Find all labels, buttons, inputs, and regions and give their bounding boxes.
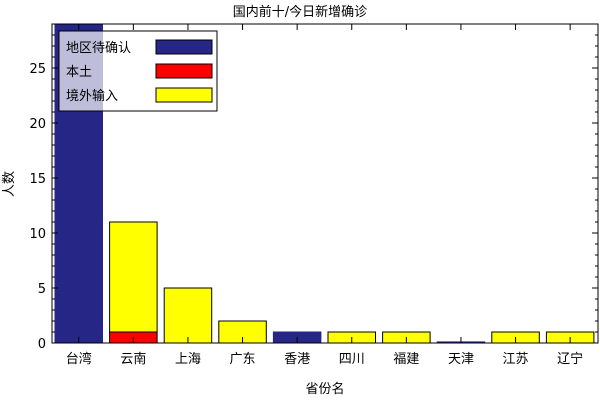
x-tick-label: 香港	[284, 352, 310, 367]
legend-swatch	[156, 40, 212, 54]
y-axis-label: 人数	[2, 171, 17, 197]
x-tick-label: 天津	[448, 352, 474, 367]
legend-swatch	[156, 64, 212, 78]
x-tick-label: 广东	[230, 352, 256, 367]
x-axis-label: 省份名	[305, 381, 344, 397]
y-tick-label: 10	[29, 227, 46, 242]
x-tick-label: 辽宁	[557, 351, 583, 367]
y-tick-label: 20	[29, 117, 46, 132]
y-tick-label: 25	[29, 62, 46, 77]
legend-label: 地区待确认	[66, 41, 131, 56]
y-tick-label: 5	[38, 282, 46, 297]
x-tick-label: 台湾	[66, 351, 92, 367]
x-tick-label: 江苏	[503, 351, 529, 367]
x-tick-label: 上海	[175, 352, 201, 367]
x-tick-label: 福建	[393, 352, 419, 367]
legend-swatch	[156, 88, 212, 102]
bar-云南-series-2	[110, 222, 158, 332]
x-tick-label: 四川	[339, 352, 365, 367]
y-tick-label: 15	[29, 172, 46, 187]
legend-label: 境外输入	[66, 88, 118, 104]
legend-label: 本土	[66, 65, 92, 80]
bar-上海-series-2	[164, 288, 212, 343]
chart-title: 国内前十/今日新增确诊	[233, 4, 367, 20]
x-tick-label: 云南	[120, 351, 146, 367]
y-tick-label: 0	[38, 337, 46, 352]
